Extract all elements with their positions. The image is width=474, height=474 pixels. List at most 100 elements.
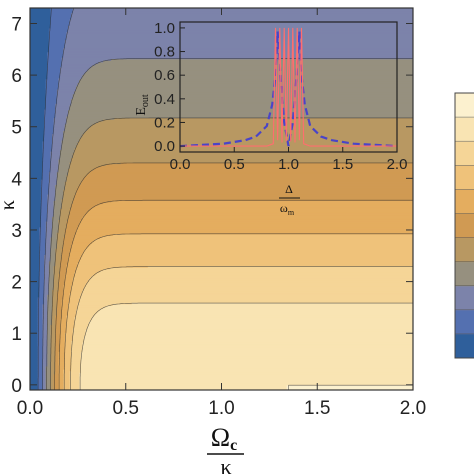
contour-band-cell bbox=[50, 15, 72, 18]
contour-band-cell bbox=[66, 327, 74, 330]
contour-band-cell bbox=[60, 152, 74, 155]
x-tick-label: 2.0 bbox=[400, 398, 426, 419]
contour-band-cell bbox=[40, 220, 47, 224]
contour-band-cell bbox=[42, 141, 53, 144]
contour-band-cell bbox=[85, 333, 413, 337]
contour-band-cell bbox=[68, 256, 82, 259]
contour-band-cell bbox=[53, 275, 60, 278]
contour-band-cell bbox=[74, 149, 413, 152]
contour-band-cell bbox=[42, 152, 52, 155]
contour-band-cell bbox=[103, 235, 413, 238]
contour-band-cell bbox=[74, 322, 90, 326]
contour-band-cell bbox=[79, 184, 413, 187]
contour-band-cell bbox=[88, 324, 413, 327]
contour-band-cell bbox=[39, 241, 47, 244]
contour-band-cell bbox=[60, 332, 66, 335]
contour-band-cell bbox=[39, 279, 45, 283]
contour-band-cell bbox=[52, 303, 58, 306]
contour-band-cell bbox=[37, 308, 44, 311]
contour-band-cell bbox=[75, 232, 413, 235]
contour-band-cell bbox=[55, 193, 64, 197]
contour-band-cell bbox=[71, 349, 83, 353]
contour-band-cell bbox=[37, 303, 44, 306]
contour-band-cell bbox=[44, 286, 50, 289]
contour-band-cell bbox=[47, 302, 53, 305]
contour-band-cell bbox=[82, 343, 413, 346]
contour-band-cell bbox=[82, 217, 413, 220]
contour-band-cell bbox=[39, 276, 45, 279]
contour-band-cell bbox=[58, 367, 66, 370]
contour-band-cell bbox=[55, 326, 61, 329]
contour-band-cell bbox=[79, 381, 413, 384]
contour-band-cell bbox=[44, 275, 50, 278]
contour-band-cell bbox=[74, 275, 93, 278]
contour-band-cell bbox=[71, 286, 85, 289]
contour-band-cell bbox=[42, 354, 48, 357]
contour-band-cell bbox=[98, 203, 413, 206]
contour-band-cell bbox=[50, 333, 56, 337]
contour-band-cell bbox=[42, 383, 47, 386]
contour-band-cell bbox=[66, 176, 85, 179]
contour-band-cell bbox=[68, 173, 88, 176]
contour-band-cell bbox=[37, 335, 44, 338]
contour-band-cell bbox=[44, 281, 50, 284]
contour-band-cell bbox=[55, 109, 69, 112]
contour-band-cell bbox=[40, 197, 48, 200]
contour-band-cell bbox=[47, 332, 52, 335]
contour-band-cell bbox=[56, 313, 63, 316]
contour-band-cell bbox=[60, 209, 71, 213]
contour-band-cell bbox=[48, 189, 56, 192]
contour-band-cell bbox=[74, 273, 96, 276]
contour-band-cell bbox=[42, 162, 52, 165]
contour-band-cell bbox=[45, 232, 53, 235]
contour-band-cell bbox=[53, 123, 66, 127]
contour-band-cell bbox=[93, 314, 413, 318]
contour-band-cell bbox=[64, 128, 88, 131]
contour-band-cell bbox=[50, 20, 71, 23]
contour-band-cell bbox=[37, 329, 44, 332]
contour-band-cell bbox=[53, 388, 60, 390]
contour-band-cell bbox=[75, 190, 413, 193]
contour-band-cell bbox=[47, 303, 53, 306]
contour-band-cell bbox=[60, 337, 66, 340]
contour-band-cell bbox=[82, 348, 413, 351]
contour-band-cell bbox=[45, 243, 52, 246]
contour-band-cell bbox=[69, 211, 88, 214]
contour-band-cell bbox=[42, 157, 52, 160]
contour-band-cell bbox=[103, 201, 413, 205]
contour-band-cell bbox=[52, 136, 64, 139]
contour-band-cell bbox=[47, 214, 55, 217]
contour-band-cell bbox=[69, 251, 85, 254]
contour-band-cell bbox=[80, 364, 413, 367]
contour-band-cell bbox=[37, 297, 45, 300]
contour-band-cell bbox=[60, 268, 68, 271]
contour-band-cell bbox=[52, 138, 64, 141]
contour-band-cell bbox=[42, 365, 47, 369]
contour-band-cell bbox=[58, 365, 66, 369]
contour-band-cell bbox=[55, 184, 66, 187]
contour-band-cell bbox=[56, 236, 64, 240]
contour-band-cell bbox=[80, 182, 413, 185]
contour-band-cell bbox=[77, 82, 413, 85]
contour-band-cell bbox=[85, 283, 413, 286]
contour-band-cell bbox=[37, 324, 44, 327]
contour-band-cell bbox=[111, 200, 413, 203]
contour-band-cell bbox=[69, 372, 80, 375]
contour-band-cell bbox=[286, 384, 413, 388]
contour-band-cell bbox=[44, 292, 50, 295]
contour-band-cell bbox=[40, 185, 50, 189]
contour-band-cell bbox=[42, 384, 47, 388]
contour-band-cell bbox=[37, 370, 44, 373]
contour-band-cell bbox=[47, 76, 61, 79]
contour-band-cell bbox=[90, 208, 413, 211]
contour-band-cell bbox=[55, 321, 61, 324]
y-tick-label: 2 bbox=[11, 273, 22, 294]
contour-band-cell bbox=[60, 327, 68, 330]
contour-band-cell bbox=[39, 233, 47, 236]
contour-band-cell bbox=[37, 306, 44, 310]
contour-band-cell bbox=[69, 383, 80, 386]
contour-band-cell bbox=[61, 316, 68, 319]
contour-band-cell bbox=[69, 300, 80, 303]
contour-band-cell bbox=[50, 376, 55, 380]
contour-band-cell bbox=[47, 209, 55, 213]
